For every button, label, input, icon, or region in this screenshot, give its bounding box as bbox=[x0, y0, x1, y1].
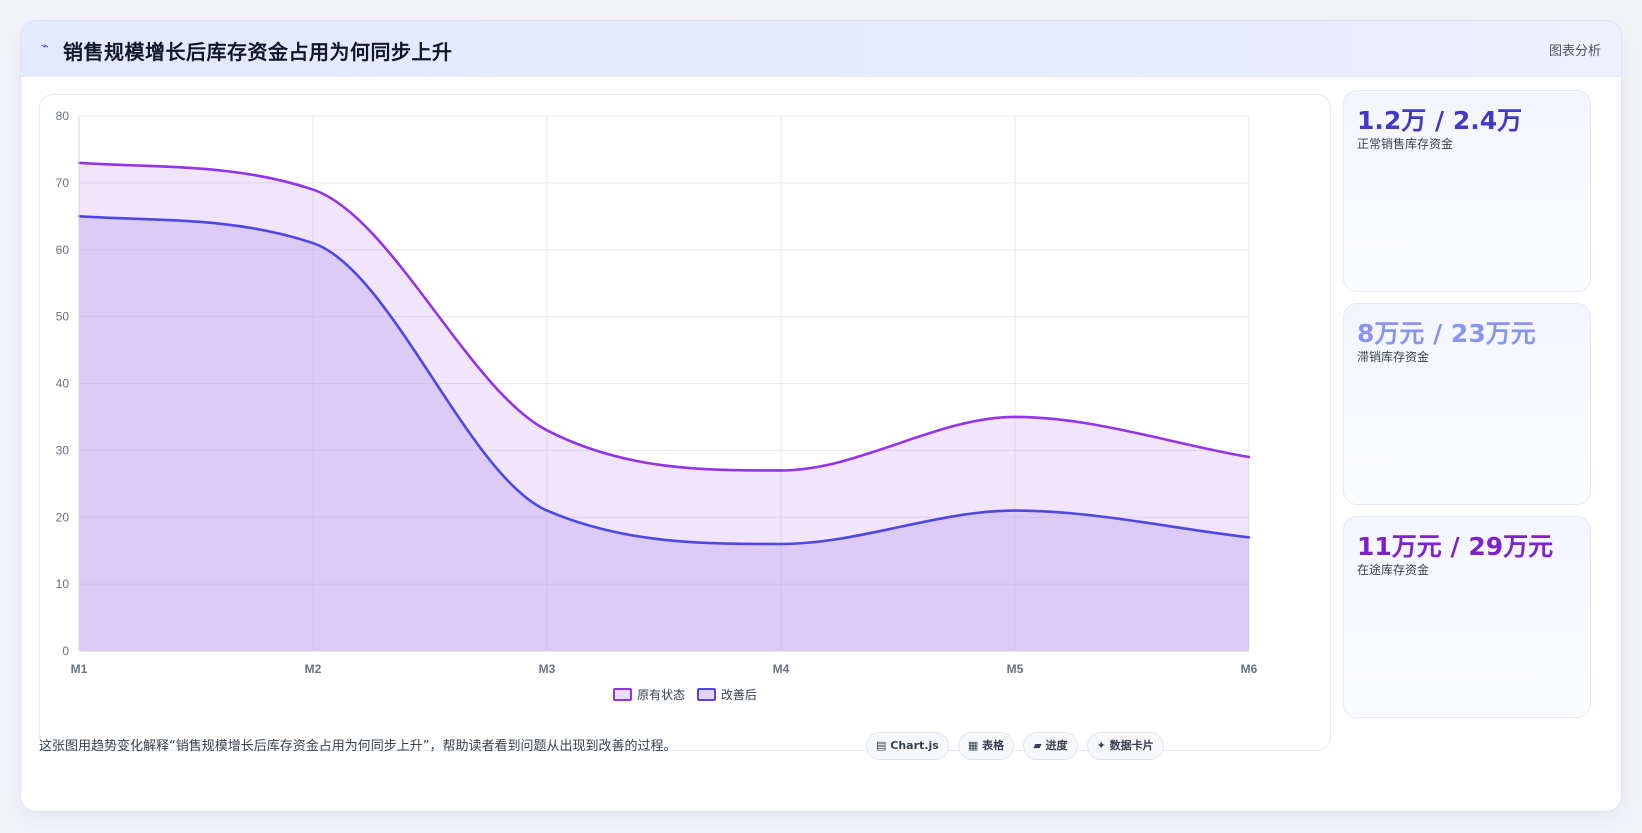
tag-label: 进度 bbox=[1045, 739, 1068, 752]
header-meta: 图表分析 bbox=[1548, 44, 1601, 59]
stat-value: 8万元 / 23万元 bbox=[1357, 319, 1536, 348]
legend-label-original: 原有状态 bbox=[637, 688, 686, 702]
x-tick-label: M2 bbox=[305, 662, 322, 676]
stat-label: 在途库存资金 bbox=[1357, 563, 1430, 577]
legend-swatch-improved bbox=[696, 688, 716, 701]
tag-label: 表格 bbox=[982, 739, 1005, 752]
stat-label: 正常销售库存资金 bbox=[1357, 137, 1454, 151]
x-tick-label: M6 bbox=[1241, 662, 1258, 676]
y-tick-label: 20 bbox=[56, 510, 70, 524]
series-line-original bbox=[78, 161, 1250, 472]
y-tick-label: 80 bbox=[56, 109, 70, 123]
tag-data-card[interactable]: ✦ 数据卡片 bbox=[1086, 732, 1164, 760]
y-tick-label: 0 bbox=[62, 644, 69, 658]
x-tick-label: M3 bbox=[539, 662, 556, 676]
data-point-original bbox=[779, 469, 783, 472]
progress-icon: ▰ bbox=[1033, 739, 1042, 752]
chart-panel: 0 10 20 30 40 50 60 70 80 M1 M2 M3 M4 M5 M6 原有状态 改善后 bbox=[39, 94, 1331, 751]
stat-card-normal: 1.2万 / 2.4万 正常销售库存资金 bbox=[1343, 90, 1591, 292]
legend-label-improved: 改善后 bbox=[720, 688, 757, 702]
sparkle-icon: ✦ bbox=[1096, 739, 1106, 752]
y-tick-label: 50 bbox=[56, 310, 70, 324]
y-tick-label: 10 bbox=[56, 577, 70, 591]
page-title: 销售规模增长后库存资金占用为何同步上升 bbox=[63, 40, 453, 64]
data-point-improved bbox=[779, 542, 783, 546]
card-header: ⌁ 销售规模增长后库存资金占用为何同步上升 图表分析 bbox=[21, 21, 1621, 77]
legend-item-original[interactable]: 原有状态 bbox=[613, 686, 685, 703]
area-fill-improved bbox=[79, 216, 1249, 651]
area-chart: 0 10 20 30 40 50 60 70 80 M1 M2 M3 M4 M5 M6 bbox=[56, 109, 1258, 676]
x-tick-label: M4 bbox=[773, 662, 790, 676]
y-tick-label: 40 bbox=[56, 377, 70, 391]
data-point-original bbox=[1247, 455, 1251, 459]
report-card: ⌁ 销售规模增长后库存资金占用为何同步上升 图表分析 0 10 20 30 40 50 60… bbox=[20, 20, 1622, 812]
tag-progress[interactable]: ▰ 进度 bbox=[1023, 732, 1078, 760]
x-tick-label: M5 bbox=[1007, 662, 1024, 676]
tag-list: ▤ Chart.js ▦ 表格 ▰ 进度 ✦ 数据卡片 bbox=[866, 732, 1168, 760]
data-point-improved bbox=[311, 241, 315, 245]
tag-chartjs[interactable]: ▤ Chart.js bbox=[866, 732, 949, 760]
legend-item-improved[interactable]: 改善后 bbox=[696, 686, 757, 703]
data-point-improved bbox=[1013, 509, 1017, 512]
legend-swatch-original bbox=[613, 688, 633, 701]
stat-label: 滞销库存资金 bbox=[1357, 350, 1430, 364]
data-point-improved bbox=[1247, 536, 1251, 539]
tag-label: 数据卡片 bbox=[1109, 739, 1154, 752]
data-point-original bbox=[545, 429, 549, 432]
y-tick-label: 30 bbox=[56, 443, 70, 457]
table-icon: ▦ bbox=[967, 739, 979, 752]
chart-line-icon: ⌁ bbox=[41, 39, 49, 54]
stat-card-slow: 8万元 / 23万元 滞销库存资金 bbox=[1343, 303, 1591, 505]
stat-value: 1.2万 / 2.4万 bbox=[1357, 106, 1523, 135]
data-point-original bbox=[1013, 415, 1017, 419]
stat-value: 11万元 / 29万元 bbox=[1357, 532, 1554, 561]
tag-label: Chart.js bbox=[890, 739, 939, 752]
data-point-improved bbox=[545, 509, 549, 512]
area-fill-original bbox=[79, 162, 1249, 651]
tag-table[interactable]: ▦ 表格 bbox=[957, 732, 1015, 760]
chart-legend: 原有状态 改善后 bbox=[40, 686, 1330, 703]
chart-caption: 这张图用趋势变化解释“销售规模增长后库存资金占用为何同步上升”，帮助读者看到问题… bbox=[39, 739, 677, 754]
series-line-improved bbox=[78, 215, 1250, 546]
stat-card-transit: 11万元 / 29万元 在途库存资金 bbox=[1343, 516, 1591, 718]
chart-icon: ▤ bbox=[876, 739, 887, 752]
y-tick-label: 60 bbox=[56, 243, 70, 257]
data-point-original bbox=[311, 188, 315, 191]
x-tick-label: M1 bbox=[71, 662, 88, 676]
y-tick-label: 70 bbox=[56, 176, 70, 190]
